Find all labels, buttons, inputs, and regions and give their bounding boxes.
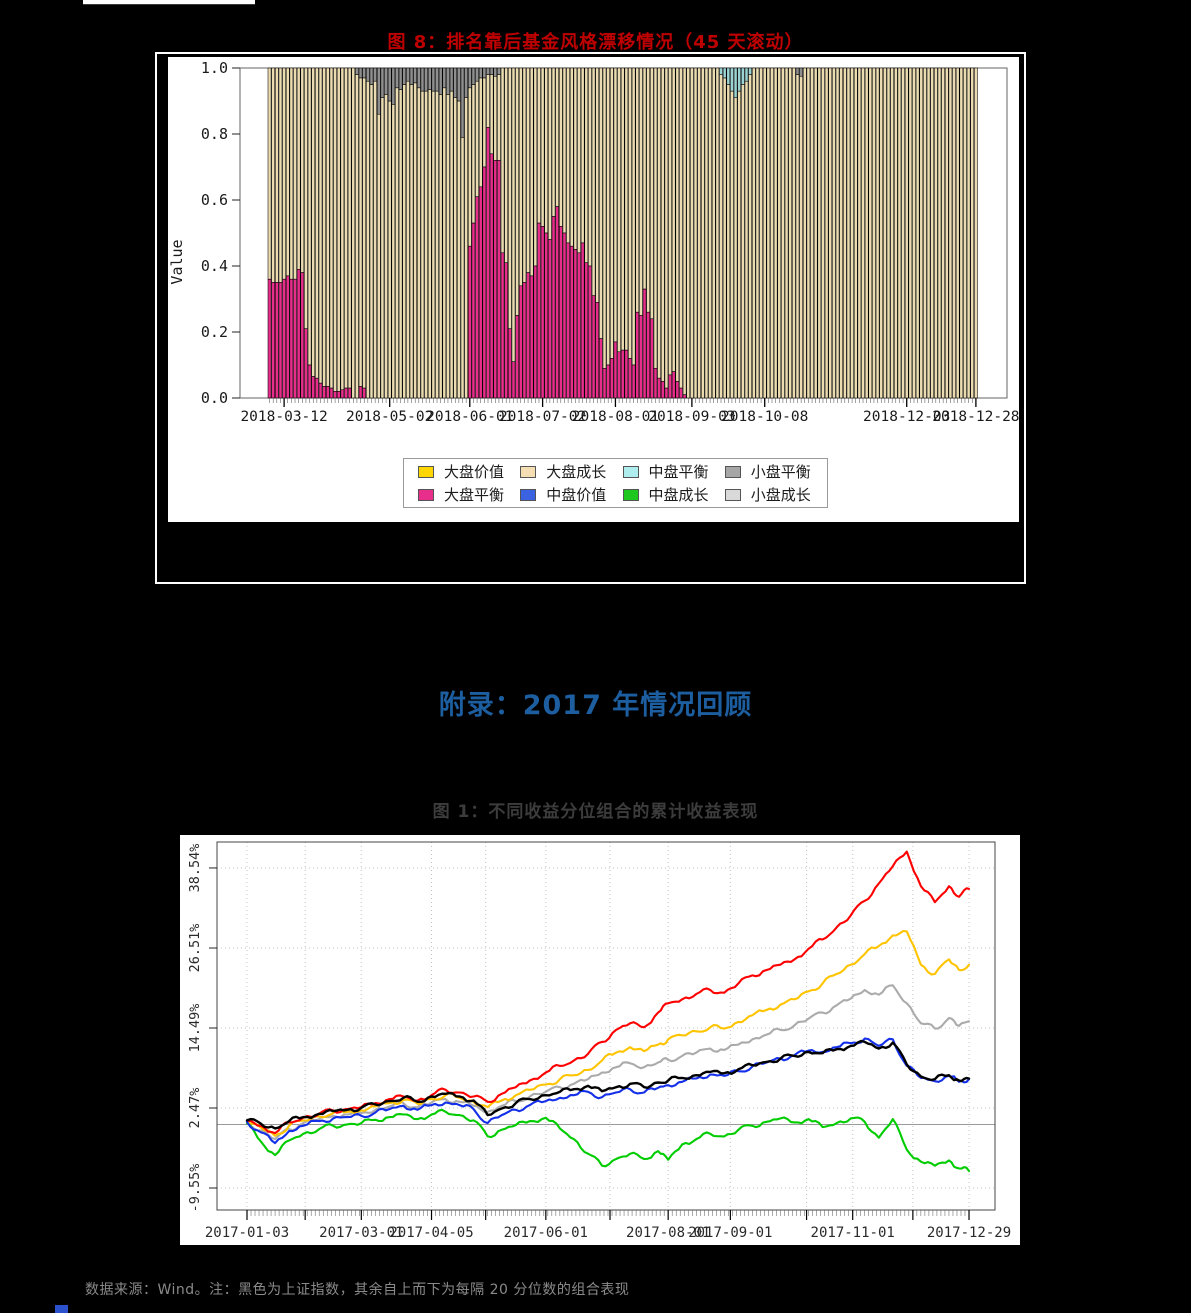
fig1-chart-panel: 38.54% 26.51% 14.49% 2.47% -9.55% 2017-01-03 2… [180,835,1020,1245]
legend-swatch [724,488,741,501]
legend-swatch [520,488,537,501]
legend-swatch [622,488,639,501]
svg-text:2018-10-08: 2018-10-08 [721,409,808,425]
legend-label: 大盘成长 [546,463,607,481]
svg-text:2017-01-03: 2017-01-03 [205,1225,289,1241]
svg-text:2017-03-01: 2017-03-01 [319,1225,403,1241]
fig8-title: 图 8：排名靠后基金风格漂移情况（45 天滚动） [387,32,804,53]
fig8-x-axis: 2018-03-12 2018-05-022018-06-012018-07-02… [240,398,1020,425]
page-corner-mark [55,1305,68,1313]
source-note: 数据来源：Wind。注：黑色为上证指数，其余自上而下为每隔 20 分位数的组合表… [85,1282,630,1298]
svg-text:0.6: 0.6 [201,191,228,209]
fig1-axes: 38.54% 26.51% 14.49% 2.47% -9.55%2017-01-03 2… [187,841,1011,1241]
svg-text:Value: Value [168,239,186,284]
svg-text:2018-09-03: 2018-09-03 [648,409,735,425]
legend-item: 中盘价值 [520,483,622,506]
legend-swatch [622,465,639,478]
svg-text:2017-06-01: 2017-06-01 [504,1225,588,1241]
appendix-heading: 附录：2017 年情况回顾 [438,690,753,721]
legend-label: 大盘价值 [444,463,505,481]
svg-text:0.4: 0.4 [201,257,228,275]
svg-text:2018-03-12: 2018-03-12 [240,409,327,425]
legend-label: 中盘价值 [546,486,607,504]
series-line-2 [245,984,971,1141]
legend-item: 大盘平衡 [418,483,520,506]
fig1-gridlines [217,842,995,1210]
svg-text:2017-04-05: 2017-04-05 [389,1225,473,1241]
legend-label: 中盘成长 [648,486,709,504]
legend-item: 中盘平衡 [622,460,725,483]
svg-text:2017-09-01: 2017-09-01 [688,1225,772,1241]
svg-text:0.8: 0.8 [201,125,228,143]
svg-text:-9.55%: -9.55% [187,1164,203,1213]
svg-text:2018-08-01: 2018-08-01 [572,409,659,425]
legend-item: 小盘平衡 [724,460,827,483]
legend-label: 大盘平衡 [444,486,505,504]
svg-text:2018-06-01: 2018-06-01 [426,409,513,425]
svg-text:38.54%: 38.54% [187,844,203,893]
legend-item: 中盘成长 [622,483,725,506]
svg-text:14.49%: 14.49% [187,1004,203,1053]
legend-swatch [520,465,537,478]
fig1-caption: 图 1：不同收益分位组合的累计收益表现 [432,802,759,822]
fig1-line-chart: 38.54% 26.51% 14.49% 2.47% -9.55%2017-01-03 2… [187,841,1011,1241]
legend-swatch [418,465,434,478]
svg-text:0.2: 0.2 [201,323,228,341]
series-line-1 [245,929,971,1137]
legend-item: 大盘成长 [520,460,622,483]
legend-item: 大盘价值 [418,460,520,483]
svg-text:2018-12-28: 2018-12-28 [932,409,1019,425]
fig8-frame [155,52,1026,584]
legend-label: 中盘平衡 [648,463,709,481]
svg-text:2018-05-02: 2018-05-02 [346,409,433,425]
svg-text:2018-12-03: 2018-12-03 [863,409,950,425]
series-line-4 [245,1037,971,1145]
svg-text:2017-11-01: 2017-11-01 [811,1225,895,1241]
fig8-chart-panel: 0.0 0.2 0.4 0.6 0.8 1.0 Value 2018-03-12 2018-05… [168,57,1020,522]
svg-text:0.0: 0.0 [201,389,228,407]
fig8-bars [267,67,978,399]
svg-text:26.51%: 26.51% [187,924,203,973]
series-line-3 [245,1039,971,1130]
fig8-legend: 大盘价值 大盘成长 中盘平衡 小盘平衡大盘平衡 中盘价值 中盘成长 小盘成长 [403,458,828,508]
series-line-5 [245,1108,971,1173]
legend-item: 小盘成长 [724,483,827,506]
svg-text:2018-07-02: 2018-07-02 [499,409,586,425]
fig8-stacked-bar-chart: 0.0 0.2 0.4 0.6 0.8 1.0 Value 2018-03-12 2018-05… [168,59,1020,425]
legend-label: 小盘成长 [750,486,811,504]
svg-text:1.0: 1.0 [201,59,228,77]
svg-text:2.47%: 2.47% [187,1088,203,1129]
legend-swatch [724,465,741,478]
top-page-strip [83,0,255,5]
legend-swatch [418,488,434,501]
legend-label: 小盘平衡 [750,463,811,481]
svg-text:2017-08-01: 2017-08-01 [626,1225,710,1241]
svg-text:2017-12-29: 2017-12-29 [927,1225,1011,1241]
